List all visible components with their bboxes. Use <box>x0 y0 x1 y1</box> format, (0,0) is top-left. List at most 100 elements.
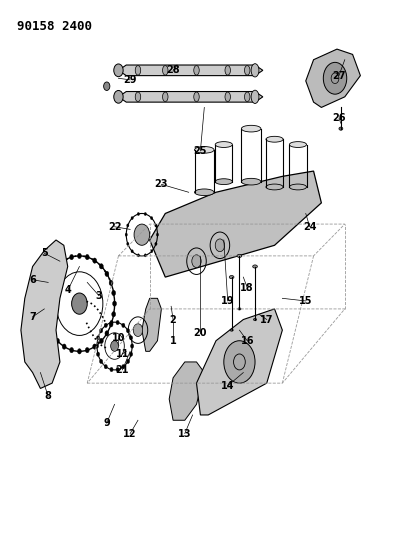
Ellipse shape <box>251 90 259 103</box>
Ellipse shape <box>238 308 241 310</box>
Circle shape <box>104 323 107 327</box>
Ellipse shape <box>230 329 233 331</box>
Text: 3: 3 <box>95 290 102 301</box>
Circle shape <box>131 249 133 253</box>
Ellipse shape <box>289 184 307 190</box>
Circle shape <box>99 264 103 269</box>
Circle shape <box>155 243 157 246</box>
Text: 22: 22 <box>108 222 121 232</box>
Text: 28: 28 <box>166 66 180 75</box>
Circle shape <box>155 224 157 227</box>
Circle shape <box>42 301 46 306</box>
Circle shape <box>99 359 103 364</box>
Circle shape <box>105 330 109 336</box>
Ellipse shape <box>135 66 141 75</box>
Circle shape <box>151 216 153 220</box>
Text: 20: 20 <box>194 328 207 338</box>
Ellipse shape <box>195 147 214 153</box>
Circle shape <box>116 320 119 325</box>
Text: 29: 29 <box>123 75 137 85</box>
Circle shape <box>131 216 133 220</box>
Text: 23: 23 <box>154 179 168 189</box>
Text: 10: 10 <box>112 333 125 343</box>
Ellipse shape <box>135 92 141 102</box>
Ellipse shape <box>339 127 343 130</box>
Text: 7: 7 <box>29 312 36 322</box>
Text: 16: 16 <box>241 336 254 346</box>
Circle shape <box>137 213 140 216</box>
Circle shape <box>95 344 99 348</box>
Circle shape <box>97 336 99 340</box>
Ellipse shape <box>251 63 259 77</box>
Circle shape <box>112 312 116 317</box>
Circle shape <box>129 336 132 340</box>
Circle shape <box>130 344 134 348</box>
Circle shape <box>104 82 110 91</box>
Circle shape <box>77 253 81 259</box>
Circle shape <box>99 328 103 333</box>
Circle shape <box>224 341 255 383</box>
Circle shape <box>62 258 66 263</box>
Text: 25: 25 <box>194 146 207 156</box>
Polygon shape <box>306 49 360 108</box>
Circle shape <box>97 352 99 357</box>
Polygon shape <box>21 240 68 389</box>
Circle shape <box>127 328 130 333</box>
Circle shape <box>114 64 123 77</box>
Circle shape <box>43 290 47 296</box>
Text: 1: 1 <box>170 336 176 346</box>
Circle shape <box>144 254 147 257</box>
Polygon shape <box>142 298 162 351</box>
Ellipse shape <box>225 66 230 75</box>
Ellipse shape <box>215 142 232 148</box>
Circle shape <box>104 365 107 369</box>
Circle shape <box>93 344 97 349</box>
Text: 11: 11 <box>116 349 129 359</box>
Text: 6: 6 <box>29 274 36 285</box>
Circle shape <box>70 254 73 260</box>
Ellipse shape <box>163 92 168 102</box>
Circle shape <box>122 365 125 369</box>
Text: 27: 27 <box>332 70 346 80</box>
Circle shape <box>85 348 89 353</box>
Text: 21: 21 <box>116 365 129 375</box>
Ellipse shape <box>253 318 257 320</box>
Circle shape <box>109 322 113 327</box>
Ellipse shape <box>194 92 199 102</box>
Text: 19: 19 <box>221 296 235 306</box>
Text: 14: 14 <box>221 381 235 391</box>
Ellipse shape <box>241 125 261 132</box>
Circle shape <box>323 62 347 94</box>
Circle shape <box>114 91 123 103</box>
Circle shape <box>70 348 73 353</box>
Circle shape <box>127 243 129 246</box>
Ellipse shape <box>244 92 250 102</box>
Circle shape <box>46 280 50 286</box>
Circle shape <box>137 254 140 257</box>
Circle shape <box>111 341 118 351</box>
Ellipse shape <box>266 136 283 142</box>
Text: 13: 13 <box>178 429 191 439</box>
Circle shape <box>55 338 59 344</box>
Circle shape <box>50 330 54 336</box>
Polygon shape <box>118 65 263 76</box>
Ellipse shape <box>237 254 242 257</box>
Circle shape <box>77 349 81 354</box>
Polygon shape <box>118 92 263 102</box>
Circle shape <box>122 323 125 327</box>
Polygon shape <box>150 171 321 277</box>
Circle shape <box>62 344 66 349</box>
Ellipse shape <box>289 142 307 148</box>
Text: 12: 12 <box>123 429 137 439</box>
Text: 24: 24 <box>303 222 316 232</box>
Polygon shape <box>196 309 282 415</box>
Circle shape <box>72 293 87 314</box>
Text: 9: 9 <box>103 418 110 428</box>
Circle shape <box>93 258 97 263</box>
Text: 8: 8 <box>45 391 51 401</box>
Circle shape <box>192 255 201 268</box>
Text: 26: 26 <box>332 113 346 123</box>
Circle shape <box>133 324 143 336</box>
Circle shape <box>125 233 127 236</box>
Circle shape <box>110 320 113 325</box>
